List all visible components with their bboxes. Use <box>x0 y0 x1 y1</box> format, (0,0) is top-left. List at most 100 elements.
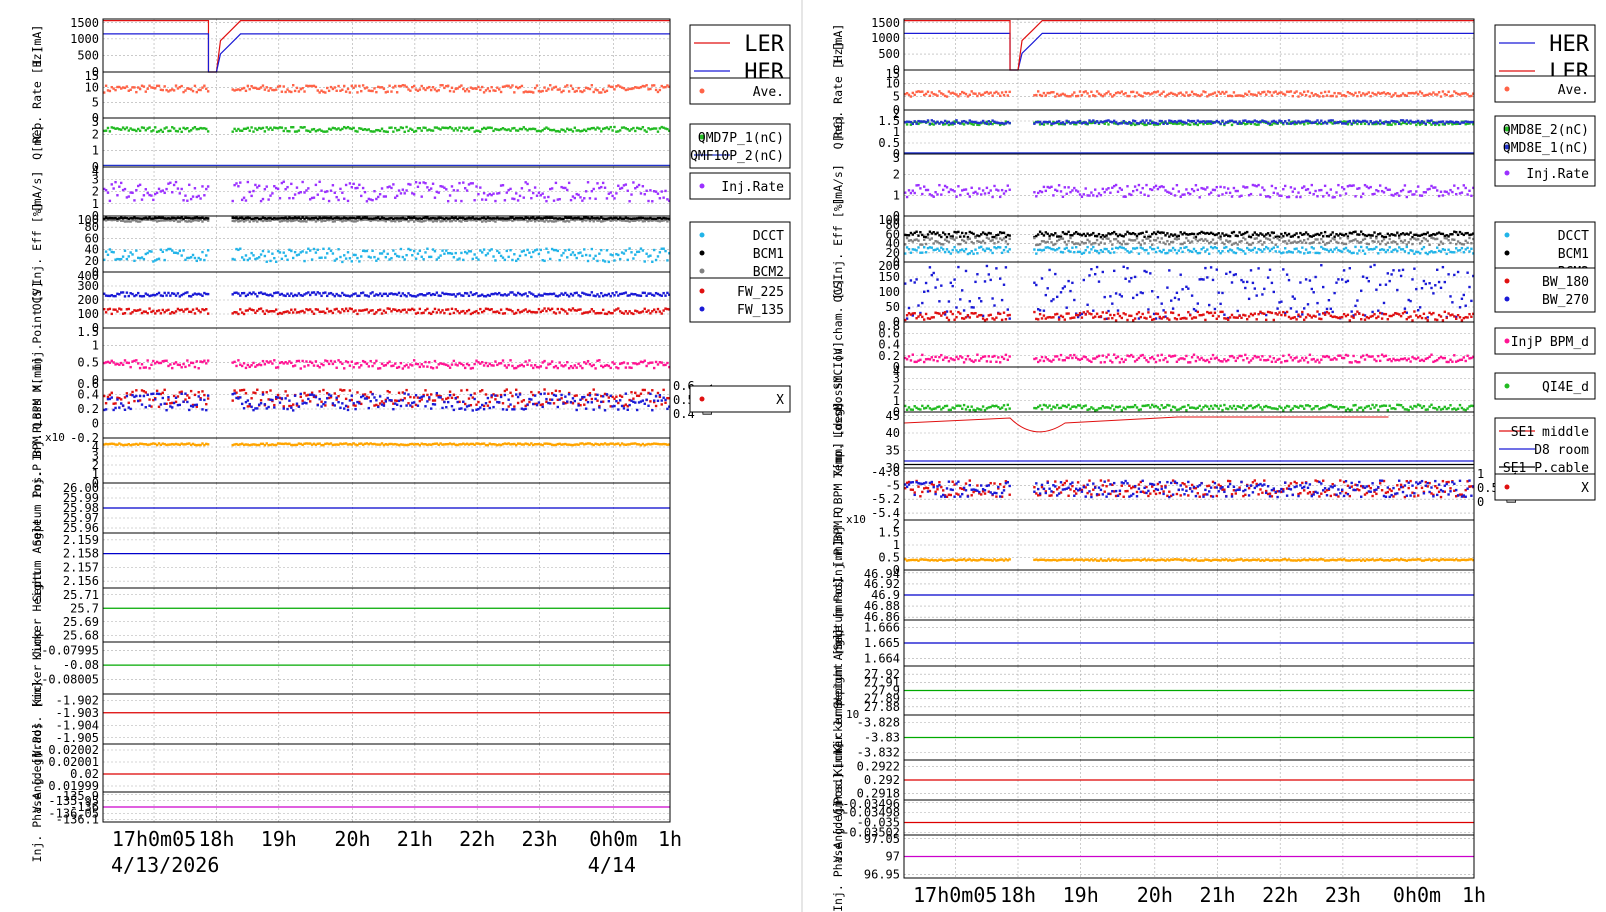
series-point-Y <box>188 408 191 412</box>
series-point-BCM2 <box>433 219 437 222</box>
series-point-Ave. <box>354 84 357 87</box>
series-point-BCM2 <box>148 218 151 221</box>
series-point-QMD7P_1(nC) <box>288 130 291 133</box>
series-point-QMD8E_2(nC) <box>1390 123 1393 127</box>
series-point-FW_135 <box>172 292 176 296</box>
series-point-DCCT <box>348 257 352 260</box>
series-point-Loss M. <box>121 363 125 366</box>
series-point-FW_135 <box>310 291 314 294</box>
series-point-BCM2 <box>475 219 478 223</box>
y-tick-label: 10 <box>85 80 99 94</box>
series-point-Ave. <box>499 90 503 94</box>
series-point-QMD8E_1(nC) <box>1046 120 1049 124</box>
series-point-X <box>303 391 306 395</box>
series-point-FW_225 <box>647 309 650 312</box>
series-point-FW_225 <box>125 308 129 311</box>
series-point-Ave. <box>1162 90 1165 93</box>
legend-marker <box>699 288 705 294</box>
series-point-BCM2 <box>605 218 609 222</box>
series-point-FW_135 <box>188 294 191 298</box>
series-point-Y <box>365 397 369 400</box>
series-point-Ave. <box>1310 91 1313 95</box>
series-point-Inj.Rate <box>1208 193 1211 196</box>
series-point-Inj.Rate <box>668 199 671 203</box>
series-point-Ave. <box>1065 94 1068 98</box>
series-point-Q <box>265 442 268 445</box>
series-point-DCCT <box>280 257 284 261</box>
series-point-DCCT <box>649 254 652 257</box>
series-point-BCM2 <box>647 219 650 223</box>
series-point-Ave. <box>1196 94 1199 97</box>
series-point-Q <box>634 442 637 445</box>
series-point-BCM1 <box>598 217 601 220</box>
series-point-FW_225 <box>144 310 147 313</box>
series-point-DCCT <box>248 257 251 260</box>
series-point-Q <box>630 442 633 445</box>
series-point-Inj.Rate <box>966 192 970 196</box>
series-point-X <box>641 388 645 392</box>
series-point-Inj.Rate <box>1192 189 1196 193</box>
series-point-QMD8E_2(nC) <box>1373 122 1376 126</box>
series-point-FW_225 <box>348 307 352 310</box>
series-point-Q <box>418 443 422 447</box>
series-point-Inj.Rate <box>953 190 956 193</box>
series-point-DCCT <box>292 256 295 260</box>
series-point-BCM2 <box>558 218 561 222</box>
series-point-Inj.Rate <box>135 188 138 192</box>
series-point-DCCT <box>412 249 416 253</box>
series-point-Ave. <box>356 91 359 94</box>
series-point-Ave. <box>569 84 573 87</box>
series-point-Loss M. <box>558 361 561 364</box>
series-point-DCCT <box>507 255 510 259</box>
series-point-FW_135 <box>528 291 531 294</box>
series-point-Inj.Rate <box>276 187 280 191</box>
series-point-X <box>307 393 310 397</box>
series-point-Loss M. <box>405 363 408 367</box>
series-point-Ave. <box>1004 90 1008 94</box>
series-point-Q <box>549 442 552 446</box>
series-point-FW_135 <box>475 292 478 295</box>
series-point-QMD8E_1(nC) <box>1141 119 1144 122</box>
series-point-BCM1 <box>666 217 669 220</box>
series-point-QMD8E_2(nC) <box>1114 122 1118 125</box>
series-point-Ave. <box>261 84 265 87</box>
series-point-QMD8E_2(nC) <box>1238 122 1241 125</box>
series-point-Ave. <box>411 85 414 89</box>
series-point-Ave. <box>290 90 293 94</box>
series-point-QMD7P_1(nC) <box>562 128 565 132</box>
series-point-FW_225 <box>613 309 616 312</box>
series-point-Ave. <box>288 90 291 93</box>
series-point-BCM1 <box>641 216 645 220</box>
series-point-Q <box>329 442 333 445</box>
series-point-Loss M. <box>180 366 183 369</box>
series-point-BCM2 <box>458 219 461 223</box>
series-point-Q <box>133 443 136 446</box>
series-point-Y <box>533 394 537 397</box>
series-point-DCCT <box>426 247 429 250</box>
series-point-Loss M. <box>189 361 193 364</box>
series-point-FW_225 <box>184 308 187 311</box>
series-point-Y <box>203 398 206 402</box>
series-point-Y <box>581 395 584 399</box>
series-point-Y <box>458 407 461 410</box>
series-point-QMD8E_1(nC) <box>1462 121 1465 124</box>
series-point-QMD7P_1(nC) <box>549 128 552 132</box>
series-point-FW_135 <box>125 291 129 294</box>
series-point-FW_225 <box>108 307 112 311</box>
series-point-FW_225 <box>545 309 548 313</box>
series-point-Ave. <box>441 84 444 87</box>
series-point-BCM2 <box>309 218 312 222</box>
series-point-BCM2 <box>167 218 170 222</box>
series-point-Ave. <box>1291 94 1294 98</box>
series-point-Q <box>445 443 448 446</box>
series-point-Inj.Rate <box>942 188 945 192</box>
series-point-FW_225 <box>583 311 586 314</box>
series-point-X <box>611 395 614 399</box>
series-point-QMD8E_1(nC) <box>1236 122 1239 125</box>
series-point-QMD7P_1(nC) <box>530 127 533 131</box>
series-point-BCM2 <box>666 220 669 223</box>
series-point-BCM2 <box>324 219 327 222</box>
series-point-QMD8E_2(nC) <box>951 123 954 126</box>
series-point-BCM1 <box>526 216 529 220</box>
